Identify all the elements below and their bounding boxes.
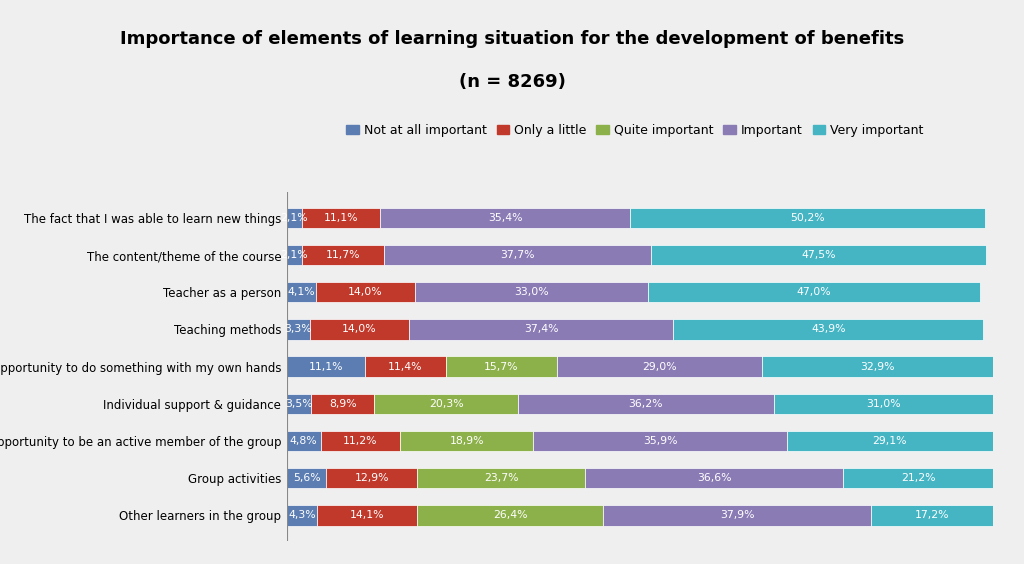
- Text: 20,3%: 20,3%: [429, 399, 464, 409]
- Text: 14,0%: 14,0%: [348, 287, 382, 297]
- Bar: [787, 431, 992, 451]
- Text: 11,1%: 11,1%: [308, 362, 343, 372]
- Text: 21,2%: 21,2%: [901, 473, 936, 483]
- Text: 14,0%: 14,0%: [342, 324, 377, 334]
- Bar: [375, 394, 518, 414]
- Bar: [534, 431, 787, 451]
- Text: 47,5%: 47,5%: [801, 250, 836, 260]
- Text: 32,9%: 32,9%: [860, 362, 895, 372]
- Bar: [518, 394, 773, 414]
- Bar: [384, 245, 650, 265]
- Bar: [650, 245, 986, 265]
- Text: 11,4%: 11,4%: [388, 362, 423, 372]
- Text: (n = 8269): (n = 8269): [459, 73, 565, 91]
- Text: 47,0%: 47,0%: [797, 287, 831, 297]
- Bar: [311, 394, 375, 414]
- Text: 29,1%: 29,1%: [872, 436, 907, 446]
- Bar: [648, 282, 980, 302]
- Text: 15,7%: 15,7%: [484, 362, 518, 372]
- Text: Importance of elements of learning situation for the development of benefits: Importance of elements of learning situa…: [120, 30, 904, 49]
- Text: 3,5%: 3,5%: [286, 399, 313, 409]
- Bar: [417, 505, 603, 526]
- Text: 4,3%: 4,3%: [288, 510, 315, 521]
- Text: 36,6%: 36,6%: [697, 473, 731, 483]
- Bar: [415, 282, 648, 302]
- Bar: [321, 431, 399, 451]
- Bar: [287, 505, 317, 526]
- Text: 4,8%: 4,8%: [290, 436, 317, 446]
- Legend: Not at all important, Only a little, Quite important, Important, Very important: Not at all important, Only a little, Qui…: [341, 119, 929, 142]
- Text: 29,0%: 29,0%: [642, 362, 677, 372]
- Text: 11,2%: 11,2%: [343, 436, 378, 446]
- Text: 17,2%: 17,2%: [914, 510, 949, 521]
- Bar: [287, 431, 321, 451]
- Bar: [366, 356, 445, 377]
- Bar: [287, 319, 310, 340]
- Text: 50,2%: 50,2%: [791, 213, 824, 223]
- Bar: [557, 356, 762, 377]
- Text: 37,4%: 37,4%: [524, 324, 558, 334]
- Text: 2,1%: 2,1%: [281, 213, 308, 223]
- Bar: [287, 394, 311, 414]
- Text: 36,2%: 36,2%: [629, 399, 663, 409]
- Text: 26,4%: 26,4%: [493, 510, 527, 521]
- Bar: [287, 468, 327, 488]
- Bar: [317, 505, 417, 526]
- Bar: [445, 356, 557, 377]
- Text: 37,7%: 37,7%: [500, 250, 535, 260]
- Text: 12,9%: 12,9%: [354, 473, 389, 483]
- Text: 11,7%: 11,7%: [326, 250, 360, 260]
- Text: 14,1%: 14,1%: [349, 510, 384, 521]
- Bar: [287, 208, 301, 228]
- Text: 8,9%: 8,9%: [329, 399, 356, 409]
- Bar: [673, 319, 983, 340]
- Bar: [301, 208, 380, 228]
- Bar: [418, 468, 585, 488]
- Bar: [773, 394, 992, 414]
- Bar: [287, 282, 315, 302]
- Bar: [310, 319, 409, 340]
- Bar: [762, 356, 994, 377]
- Bar: [315, 282, 415, 302]
- Bar: [603, 505, 871, 526]
- Text: 5,6%: 5,6%: [293, 473, 321, 483]
- Text: 3,3%: 3,3%: [285, 324, 312, 334]
- Bar: [409, 319, 673, 340]
- Bar: [630, 208, 985, 228]
- Text: 37,9%: 37,9%: [720, 510, 755, 521]
- Bar: [327, 468, 418, 488]
- Text: 43,9%: 43,9%: [811, 324, 846, 334]
- Text: 33,0%: 33,0%: [514, 287, 549, 297]
- Text: 31,0%: 31,0%: [865, 399, 900, 409]
- Bar: [287, 356, 366, 377]
- Bar: [844, 468, 993, 488]
- Bar: [585, 468, 844, 488]
- Bar: [871, 505, 992, 526]
- Text: 23,7%: 23,7%: [484, 473, 518, 483]
- Bar: [287, 245, 301, 265]
- Text: 35,4%: 35,4%: [487, 213, 522, 223]
- Bar: [301, 245, 384, 265]
- Text: 4,1%: 4,1%: [288, 287, 315, 297]
- Bar: [399, 431, 534, 451]
- Text: 18,9%: 18,9%: [450, 436, 483, 446]
- Text: 2,1%: 2,1%: [281, 250, 308, 260]
- Bar: [380, 208, 630, 228]
- Text: 11,1%: 11,1%: [324, 213, 358, 223]
- Text: 35,9%: 35,9%: [643, 436, 678, 446]
